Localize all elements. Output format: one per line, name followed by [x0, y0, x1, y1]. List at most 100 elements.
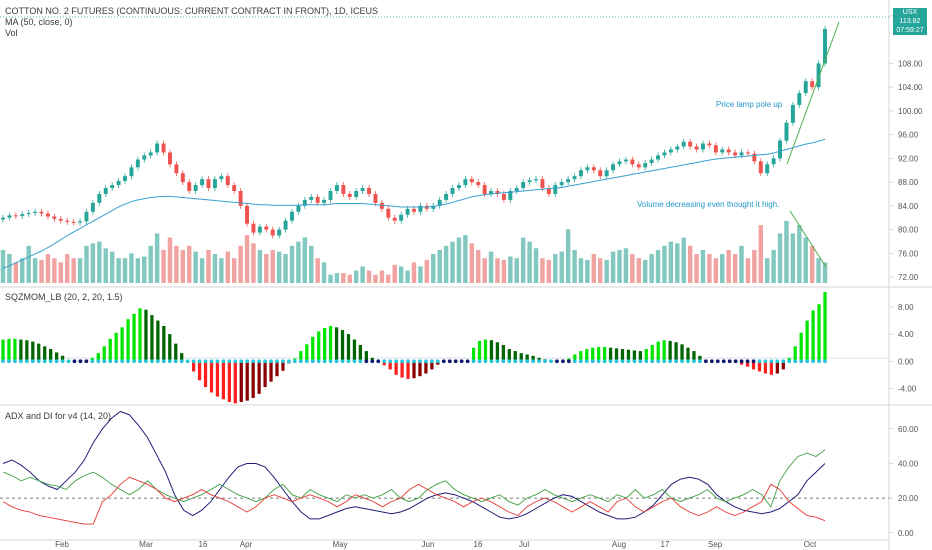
volume-bar: [321, 262, 327, 283]
squeeze-dot: [197, 359, 202, 364]
volume-bar: [270, 249, 275, 283]
squeeze-dot: [13, 359, 17, 364]
volume-bar: [752, 249, 757, 283]
squeeze-bar: [531, 355, 535, 362]
squeeze-dot: [501, 359, 506, 364]
annotation-price-pole: Price lamp pole up: [716, 100, 783, 109]
squeeze-dot: [602, 359, 607, 364]
time-axis-label: Aug: [612, 540, 626, 549]
candle-body: [1, 217, 5, 220]
squeeze-bar: [114, 332, 118, 362]
volume-bar: [469, 243, 475, 283]
candle-body: [604, 170, 609, 177]
squeeze-dot: [620, 359, 625, 364]
volume-bar: [97, 241, 102, 283]
squeeze-dot: [340, 359, 345, 364]
squeeze-bar: [388, 361, 392, 370]
candle-body: [135, 159, 140, 168]
volume-bar: [360, 266, 365, 283]
candle-body: [745, 152, 750, 154]
squeeze-bar: [358, 344, 363, 362]
squeeze-dot: [787, 359, 792, 364]
squeeze-dot: [674, 359, 678, 364]
candle-body: [13, 215, 18, 217]
squeeze-bar: [203, 361, 208, 388]
volume-bar: [572, 249, 577, 283]
candle-body: [219, 176, 224, 180]
candle-body: [71, 221, 76, 223]
volume-bar: [199, 258, 205, 283]
squeeze-dot: [775, 359, 780, 364]
candle-body: [797, 93, 802, 105]
squeeze-dot: [817, 359, 821, 364]
squeeze-bar: [751, 361, 756, 370]
squeeze-dot: [703, 359, 708, 364]
volume-bar: [655, 249, 661, 283]
volume-bar: [187, 245, 192, 283]
adx-legend[interactable]: ADX and DI for v4 (14, 20): [5, 411, 112, 421]
candle-body: [431, 205, 436, 209]
candle-body: [200, 179, 205, 186]
candle-body: [591, 167, 596, 171]
squeeze-bar: [120, 327, 124, 362]
squeeze-dot: [138, 359, 142, 364]
candle-body: [187, 182, 192, 192]
candle-body: [668, 149, 673, 153]
squeeze-dot: [376, 359, 381, 364]
squeeze-bar: [668, 340, 672, 362]
squeeze-dot: [24, 359, 29, 364]
price-currency: USX: [902, 9, 918, 16]
volume-bar: [797, 225, 802, 283]
squeeze-dot: [120, 359, 125, 364]
time-axis-label: 16: [199, 540, 208, 549]
candle-body: [290, 211, 294, 221]
price-trendline: [786, 21, 840, 165]
volume-bar: [559, 251, 564, 283]
squeeze-dot: [7, 359, 11, 364]
squeeze-dot: [36, 359, 41, 364]
volume-bar: [585, 259, 590, 283]
squeeze-bar: [49, 349, 53, 362]
squeeze-dot: [781, 359, 786, 364]
axis-tick-label: 96.00: [898, 131, 919, 140]
candle-body: [649, 159, 654, 164]
candle-body: [193, 185, 198, 192]
axis-tick-label: 84.00: [898, 202, 919, 211]
squeeze-dot: [18, 359, 23, 364]
annotation-volume: Volume decreasing even thought it high.: [637, 200, 779, 209]
squeeze-dot: [638, 359, 643, 364]
volume-bar: [649, 254, 654, 283]
squeeze-dot: [805, 359, 810, 364]
axis-tick-label: 0.00: [898, 357, 914, 366]
candle-body: [720, 149, 725, 153]
candle-body: [810, 81, 815, 88]
squeeze-bar: [102, 346, 106, 362]
candle-body: [816, 63, 821, 88]
squeeze-bar: [662, 340, 666, 362]
candle-body: [656, 155, 661, 160]
candle-body: [97, 193, 102, 203]
axis-tick-label: 0.00: [898, 529, 914, 538]
vol-legend[interactable]: Vol: [5, 28, 18, 38]
candle-body: [823, 28, 827, 64]
squeeze-dot: [1, 359, 5, 364]
symbol-title[interactable]: COTTON NO. 2 FUTURES (CONTINUOUS: CURREN…: [5, 6, 379, 16]
squeeze-bar: [323, 328, 327, 362]
volume-bar: [26, 245, 31, 283]
candle-body: [33, 211, 38, 213]
candle-body: [733, 152, 738, 156]
squeeze-bar: [7, 338, 11, 362]
squeeze-dot: [310, 359, 315, 364]
squeeze-legend[interactable]: SQZMOM_LB (20, 2, 20, 1.5): [5, 292, 123, 302]
squeeze-bar: [60, 355, 65, 362]
candle-body: [463, 179, 468, 186]
ma-legend[interactable]: MA (50, close, 0): [5, 17, 73, 27]
squeeze-dot: [596, 359, 601, 364]
candle-body: [392, 217, 397, 221]
squeeze-dot: [692, 359, 696, 364]
squeeze-dot: [132, 359, 136, 364]
volume-bar: [347, 274, 353, 283]
candle-body: [572, 176, 577, 180]
candle-body: [347, 193, 352, 197]
squeeze-bar: [406, 361, 410, 379]
